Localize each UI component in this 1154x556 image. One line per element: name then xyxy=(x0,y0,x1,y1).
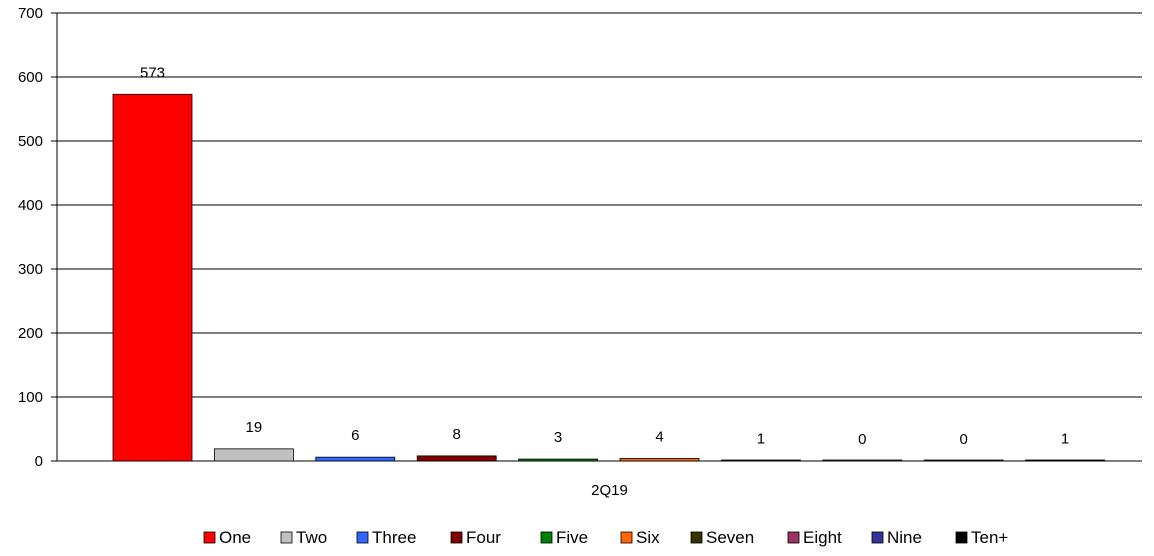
legend-label: Three xyxy=(372,528,416,547)
y-tick-label: 100 xyxy=(18,389,43,406)
legend-swatch xyxy=(620,531,633,544)
bar-one xyxy=(112,93,193,462)
bar-two xyxy=(213,448,294,462)
data-label: 0 xyxy=(960,431,968,448)
data-label: 3 xyxy=(554,429,562,446)
data-label: 1 xyxy=(1061,430,1069,447)
y-tick-label: 0 xyxy=(35,453,43,470)
data-label: 8 xyxy=(453,426,461,443)
data-label: 4 xyxy=(655,428,663,445)
x-category-label: 2Q19 xyxy=(591,482,628,499)
data-label: 19 xyxy=(246,419,263,436)
bar-six xyxy=(619,458,700,462)
legend-swatch xyxy=(356,531,369,544)
data-label: 6 xyxy=(351,427,359,444)
legend-item-seven: Seven xyxy=(690,528,754,547)
legend-label: Two xyxy=(296,528,327,547)
legend-label: Five xyxy=(556,528,588,547)
gridlines xyxy=(57,12,1142,398)
legend-label: Four xyxy=(466,528,501,547)
y-tick-label: 500 xyxy=(18,133,43,150)
legend-label: Eight xyxy=(803,528,842,547)
y-tick-label: 200 xyxy=(18,325,43,342)
bar-nine xyxy=(923,459,1004,462)
legend-item-five: Five xyxy=(540,528,588,547)
y-tick-label: 300 xyxy=(18,261,43,278)
y-tick-label: 600 xyxy=(18,69,43,86)
y-tick-label: 400 xyxy=(18,197,43,214)
legend-swatch xyxy=(955,531,968,544)
legend-swatch xyxy=(690,531,703,544)
data-label: 0 xyxy=(858,431,866,448)
bar-four xyxy=(416,455,497,462)
bar-seven xyxy=(721,459,801,462)
legend-item-nine: Nine xyxy=(871,528,922,547)
data-labels: 573 19 6 8 3 4 1 0 0 1 xyxy=(140,64,1069,448)
legend: One Two Three Four Five Six Seven Eight Nine Ten+ xyxy=(203,528,1008,547)
legend-item-two: Two xyxy=(280,528,327,547)
legend-label: Six xyxy=(636,528,660,547)
bar-ten- xyxy=(1025,459,1105,462)
legend-item-ten-: Ten+ xyxy=(955,528,1008,547)
legend-swatch xyxy=(203,531,216,544)
legend-item-three: Three xyxy=(356,528,416,547)
legend-swatch xyxy=(787,531,800,544)
legend-label: Nine xyxy=(887,528,922,547)
legend-swatch xyxy=(280,531,293,544)
data-label: 1 xyxy=(757,430,765,447)
legend-label: Seven xyxy=(706,528,754,547)
data-label: 573 xyxy=(140,64,165,81)
legend-label: Ten+ xyxy=(971,528,1008,547)
bar-three xyxy=(315,456,396,462)
bar-eight xyxy=(822,459,903,462)
bar-five xyxy=(518,458,598,462)
bars xyxy=(112,93,1105,462)
y-tick-label: 700 xyxy=(18,5,43,22)
legend-swatch xyxy=(450,531,463,544)
legend-item-four: Four xyxy=(450,528,501,547)
legend-item-eight: Eight xyxy=(787,528,842,547)
legend-item-one: One xyxy=(203,528,251,547)
legend-swatch xyxy=(540,531,553,544)
legend-item-six: Six xyxy=(620,528,660,547)
legend-swatch xyxy=(871,531,884,544)
legend-label: One xyxy=(219,528,251,547)
